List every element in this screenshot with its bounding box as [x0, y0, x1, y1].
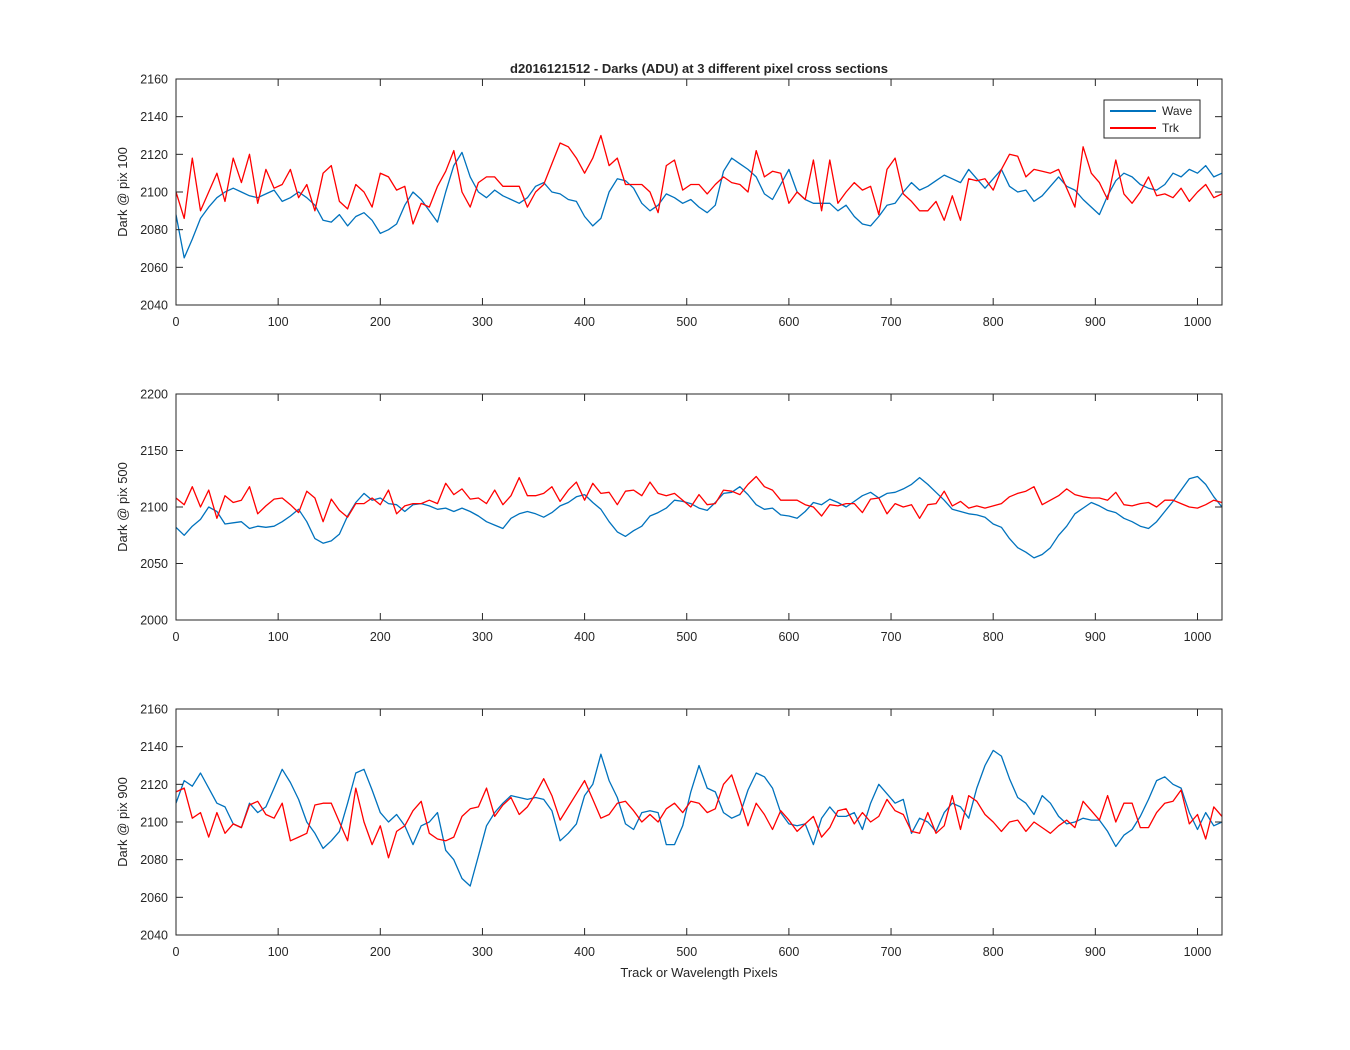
- legend-label-trk: Trk: [1162, 121, 1180, 135]
- series-line-wave: [176, 151, 1222, 259]
- y-tick-label: 2100: [140, 816, 168, 830]
- legend-label-wave: Wave: [1162, 104, 1193, 118]
- x-tick-label: 600: [778, 945, 799, 959]
- x-tick-label: 400: [574, 945, 595, 959]
- x-tick-label: 300: [472, 630, 493, 644]
- legend-box: [1103, 99, 1201, 139]
- x-tick-label: 100: [268, 315, 289, 329]
- y-tick-label: 2200: [140, 388, 168, 402]
- x-axis-label: Track or Wavelength Pixels: [620, 965, 778, 980]
- legend: Wave Trk: [1103, 99, 1201, 139]
- y-tick-label: 2060: [140, 891, 168, 905]
- y-tick-label: 2120: [140, 778, 168, 792]
- x-tick-label: 500: [676, 315, 697, 329]
- x-tick-label: 600: [778, 315, 799, 329]
- y-tick-label: 2140: [140, 110, 168, 124]
- x-tick-label: 700: [881, 315, 902, 329]
- x-tick-label: 200: [370, 630, 391, 644]
- series-line-trk: [176, 475, 1222, 523]
- y-tick-label: 2050: [140, 557, 168, 571]
- y-tick-label: 2100: [140, 501, 168, 515]
- x-tick-label: 100: [268, 630, 289, 644]
- y-tick-label: 2080: [140, 223, 168, 237]
- x-tick-label: 0: [173, 630, 180, 644]
- x-tick-label: 900: [1085, 315, 1106, 329]
- x-tick-label: 500: [676, 630, 697, 644]
- x-tick-label: 900: [1085, 630, 1106, 644]
- x-tick-label: 500: [676, 945, 697, 959]
- y-axis-label: Dark @ pix 900: [115, 777, 130, 867]
- series-line-wave: [176, 749, 1222, 887]
- x-tick-label: 800: [983, 315, 1004, 329]
- y-tick-label: 2080: [140, 853, 168, 867]
- x-tick-label: 300: [472, 315, 493, 329]
- x-tick-label: 800: [983, 630, 1004, 644]
- subplot-2: 0 100 200 300 400 500 600 700 800 900 1000 2000 2050…: [115, 388, 1223, 644]
- x-tick-label: 1000: [1184, 945, 1212, 959]
- y-tick-label: 2040: [140, 299, 168, 313]
- y-tick-label: 2060: [140, 261, 168, 275]
- subplot-1: 0 100 200 300 400 500 600 700 800 900 1000 2040 2060…: [115, 73, 1223, 329]
- x-tick-label: 600: [778, 630, 799, 644]
- series-line-trk: [176, 134, 1222, 225]
- x-tick-label: 0: [173, 315, 180, 329]
- y-tick-label: 2140: [140, 740, 168, 754]
- x-tick-label: 700: [881, 630, 902, 644]
- y-axis-label: Dark @ pix 500: [115, 462, 130, 552]
- y-tick-label: 2120: [140, 148, 168, 162]
- x-tick-label: 900: [1085, 945, 1106, 959]
- x-tick-label: 200: [370, 945, 391, 959]
- figure-title: d2016121512 - Darks (ADU) at 3 different…: [510, 61, 888, 76]
- y-axis-label: Dark @ pix 100: [115, 147, 130, 237]
- axes-layer: 0 100 200 300 400 500 600 700 800 900 100020402060…: [115, 73, 1223, 959]
- y-tick-label: 2160: [140, 703, 168, 717]
- x-tick-label: 300: [472, 945, 493, 959]
- x-tick-label: 400: [574, 630, 595, 644]
- x-tick-label: 400: [574, 315, 595, 329]
- x-tick-label: 800: [983, 945, 1004, 959]
- subplot-3: 0 100 200 300 400 500 600 700 800 900 1000 2040 2060…: [115, 703, 1223, 959]
- y-tick-label: 2100: [140, 186, 168, 200]
- x-tick-label: 200: [370, 315, 391, 329]
- x-tick-label: 1000: [1184, 315, 1212, 329]
- series-line-trk: [176, 774, 1222, 859]
- x-tick-label: 1000: [1184, 630, 1212, 644]
- y-tick-label: 2160: [140, 73, 168, 87]
- y-tick-label: 2040: [140, 929, 168, 943]
- y-tick-label: 2150: [140, 444, 168, 458]
- x-tick-label: 100: [268, 945, 289, 959]
- x-tick-label: 700: [881, 945, 902, 959]
- y-tick-label: 2000: [140, 614, 168, 628]
- x-tick-label: 0: [173, 945, 180, 959]
